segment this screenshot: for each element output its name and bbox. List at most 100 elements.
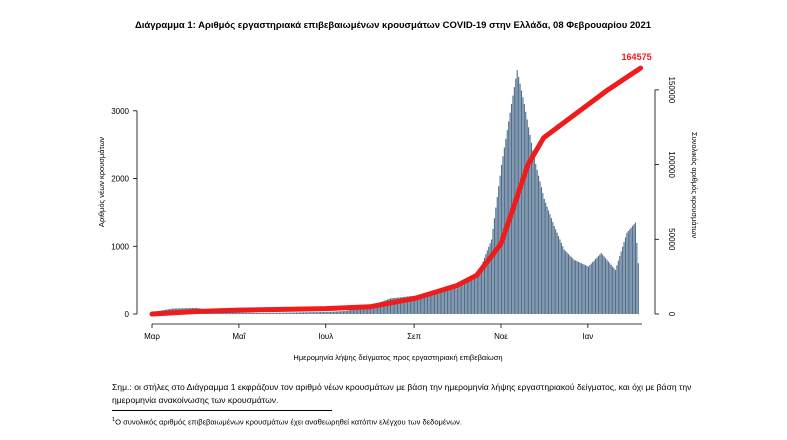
bar <box>495 207 497 314</box>
bar <box>636 242 638 314</box>
chart: Διάγραμμα 1: Αριθμός εργαστηριακά επιβεβ… <box>97 20 699 362</box>
bar <box>471 279 473 314</box>
bar <box>432 292 434 314</box>
bar <box>569 255 571 314</box>
bar <box>458 287 460 314</box>
bar <box>367 306 369 314</box>
bar <box>552 222 554 314</box>
bar <box>637 263 639 314</box>
bar <box>448 289 450 314</box>
bar <box>406 296 409 314</box>
bar <box>610 264 612 314</box>
left-y-axis-title: Αριθμός νέων κρουσμάτων <box>97 137 106 227</box>
bar <box>237 312 239 314</box>
bar <box>332 311 335 314</box>
bar <box>258 312 260 314</box>
bar <box>382 301 384 314</box>
bar <box>526 119 528 314</box>
bar <box>394 297 396 314</box>
bar <box>479 268 481 314</box>
bar <box>634 222 637 314</box>
bar <box>624 237 627 314</box>
bar <box>626 232 628 314</box>
final-total-label: 164575 <box>622 52 652 62</box>
bar <box>397 297 399 314</box>
bar <box>255 312 258 314</box>
bar <box>280 312 282 314</box>
bar <box>550 218 552 314</box>
bar <box>275 312 278 314</box>
bar <box>340 311 342 314</box>
bar <box>525 111 527 315</box>
footnote-divider <box>112 410 332 411</box>
bar <box>461 285 463 314</box>
bar <box>328 311 330 314</box>
bar <box>589 265 591 314</box>
bar <box>557 236 560 314</box>
bar <box>520 90 523 314</box>
bar <box>572 258 574 314</box>
right-tick-label: 100000 <box>667 151 676 178</box>
bar <box>530 142 533 314</box>
bar <box>347 310 349 314</box>
bar <box>594 259 597 314</box>
bar <box>583 264 585 314</box>
bar <box>587 266 589 314</box>
bar <box>566 252 568 314</box>
bar <box>565 251 567 314</box>
bar <box>297 312 299 314</box>
bar <box>231 312 233 314</box>
bar <box>602 254 604 314</box>
bar <box>230 312 232 314</box>
bar <box>528 127 530 314</box>
bar <box>395 297 397 314</box>
bar <box>539 181 541 314</box>
bar <box>465 283 467 314</box>
bar <box>307 312 309 314</box>
bar <box>247 312 249 314</box>
bar <box>345 310 347 314</box>
bar <box>468 281 470 314</box>
bar <box>355 308 357 314</box>
x-axis-title: Ημερομηνία λήψης δείγματος προς εργαστηρ… <box>293 353 502 362</box>
bar <box>402 296 404 314</box>
bar <box>617 260 619 314</box>
bar <box>570 256 572 314</box>
bar <box>236 312 238 314</box>
bar <box>486 250 488 314</box>
bar <box>267 312 269 314</box>
bar <box>559 239 561 314</box>
bar <box>348 310 350 314</box>
bar <box>320 312 322 314</box>
bar <box>274 312 276 314</box>
bar <box>391 298 393 314</box>
bar <box>633 224 635 314</box>
bar <box>438 291 440 314</box>
bar <box>364 307 366 314</box>
bar <box>627 231 629 314</box>
bar <box>283 312 285 314</box>
bar <box>623 242 625 314</box>
bar <box>241 312 243 314</box>
bar <box>273 312 275 314</box>
bar <box>351 309 353 314</box>
left-tick-label: 0 <box>125 310 130 319</box>
bar <box>422 294 424 314</box>
bar <box>421 294 423 314</box>
bar <box>349 310 352 314</box>
bar <box>337 311 339 314</box>
bar <box>246 312 248 314</box>
bar <box>476 276 478 314</box>
bar <box>472 278 474 314</box>
bar <box>284 312 286 314</box>
bar <box>392 298 394 314</box>
bar <box>398 297 400 314</box>
bar <box>532 150 534 314</box>
bar <box>429 293 431 314</box>
bar <box>371 305 373 314</box>
bar <box>616 265 618 314</box>
bar <box>271 312 273 314</box>
bar <box>358 308 360 314</box>
bar <box>287 312 289 314</box>
bar <box>431 292 433 314</box>
